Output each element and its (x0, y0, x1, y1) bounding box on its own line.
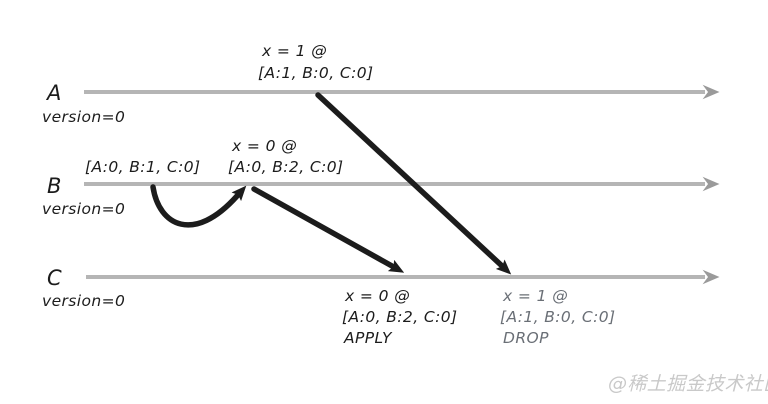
a-to-c-message-arrow (315, 92, 512, 275)
b-write-value: x = 0 @ (231, 137, 297, 155)
b-self-increment-arrow (150, 184, 247, 228)
b-write-vector: [A:0, B:2, C:0] (228, 158, 343, 176)
a-write-vector: [A:1, B:0, C:0] (258, 64, 373, 82)
b-state-vector: [A:0, B:1, C:0] (85, 158, 200, 176)
a-write-value: x = 1 @ (261, 42, 327, 60)
c-drop-action: DROP (503, 329, 549, 347)
lane-c-label: C (47, 266, 62, 290)
lane-a-label: A (45, 81, 62, 105)
watermark: @稀土掘金技术社区 (608, 373, 768, 395)
lane-b-label: B (47, 174, 62, 198)
c-apply-value: x = 0 @ (344, 287, 410, 305)
lane-c-version: version=0 (42, 292, 125, 310)
c-apply-action: APPLY (343, 329, 393, 347)
b-to-c-message-arrow (251, 186, 405, 273)
c-drop-value: x = 1 @ (502, 287, 568, 305)
lane-a-version: version=0 (42, 108, 125, 126)
c-apply-vector: [A:0, B:2, C:0] (342, 308, 457, 326)
c-drop-vector: [A:1, B:0, C:0] (500, 308, 615, 326)
lane-b-version: version=0 (42, 200, 125, 218)
